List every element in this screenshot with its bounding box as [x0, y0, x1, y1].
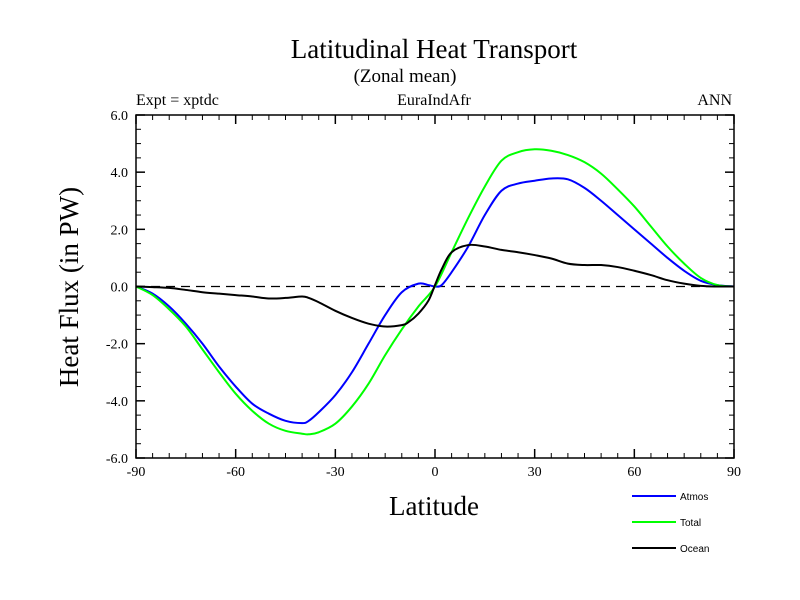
series-line-ocean: [135, 243, 735, 328]
x-tick-label: 30: [528, 465, 542, 480]
series-line-atmos: [135, 177, 735, 425]
y-tick-label: 0.0: [111, 281, 129, 296]
y-tick-label: -2.0: [106, 338, 128, 353]
series-line-total: [135, 148, 735, 436]
x-axis-label: Latitude: [389, 491, 479, 521]
x-tick-label: -90: [127, 465, 146, 480]
legend-label-ocean: Ocean: [680, 544, 709, 555]
y-tick-label: 4.0: [111, 166, 129, 181]
y-tick-label: -6.0: [106, 452, 128, 467]
x-tick-label: 60: [627, 465, 641, 480]
y-tick-label: 6.0: [111, 109, 129, 124]
legend-label-total: Total: [680, 518, 701, 529]
y-axis-label: Heat Flux (in PW): [54, 187, 84, 387]
y-tick-label: 2.0: [111, 223, 129, 238]
chart-subtitle: (Zonal mean): [354, 66, 457, 87]
experiment-label: Expt = xptdc: [136, 92, 219, 109]
region-label: EuraIndAfr: [397, 92, 471, 109]
x-tick-label: -60: [226, 465, 245, 480]
x-tick-label: -30: [326, 465, 345, 480]
chart-title: Latitudinal Heat Transport: [291, 34, 578, 64]
legend-label-atmos: Atmos: [680, 492, 708, 503]
x-tick-label: 90: [727, 465, 741, 480]
x-tick-label: 0: [432, 465, 439, 480]
y-tick-label: -4.0: [106, 395, 128, 410]
season-label: ANN: [697, 92, 732, 109]
